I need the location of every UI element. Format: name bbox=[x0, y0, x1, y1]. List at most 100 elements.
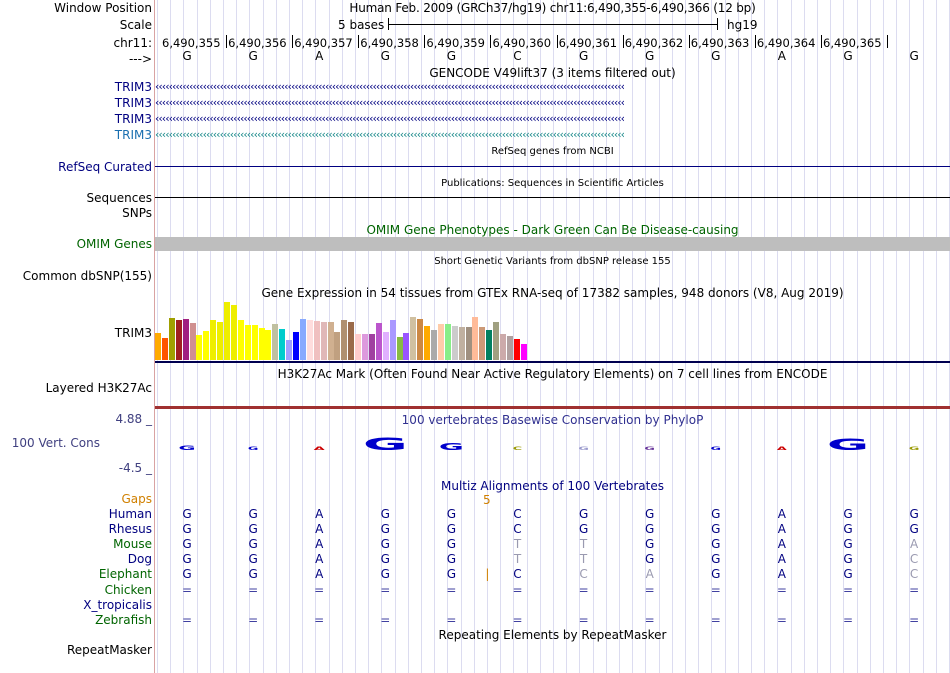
gtex-tissue-bar[interactable] bbox=[479, 327, 486, 360]
gtex-tissue-bar[interactable] bbox=[272, 324, 279, 360]
gtex-label[interactable]: TRIM3 bbox=[114, 326, 152, 340]
gtex-tissue-bar[interactable] bbox=[424, 326, 431, 360]
gtex-tissue-bar[interactable] bbox=[520, 344, 527, 360]
ruler-position: 6,490,355 bbox=[162, 36, 221, 50]
repeatmasker-label[interactable]: RepeatMasker bbox=[66, 643, 152, 657]
gtex-tissue-bar[interactable] bbox=[217, 322, 224, 360]
gencode-transcript-label[interactable]: TRIM3 bbox=[114, 96, 152, 110]
gtex-tissue-bar[interactable] bbox=[493, 322, 500, 360]
gtex-tissue-bar[interactable] bbox=[286, 340, 293, 360]
gencode-transcript-1[interactable]: ‹‹‹‹‹‹‹‹‹‹‹‹‹‹‹‹‹‹‹‹‹‹‹‹‹‹‹‹‹‹‹‹‹‹‹‹‹‹‹‹… bbox=[155, 80, 625, 93]
gtex-tissue-bar[interactable] bbox=[203, 331, 210, 360]
gtex-tissue-bar[interactable] bbox=[341, 320, 348, 360]
gtex-tissue-bar[interactable] bbox=[362, 334, 369, 360]
gtex-tissue-bar[interactable] bbox=[306, 320, 313, 360]
species-label-human[interactable]: Human bbox=[108, 507, 152, 521]
alignment-base: G bbox=[711, 552, 721, 567]
species-label-x_tropicalis[interactable]: X_tropicalis bbox=[83, 597, 152, 612]
publications-label[interactable]: Sequences bbox=[86, 191, 152, 205]
track-labels: Window Position Scale chr11: ---> TRIM3 … bbox=[0, 0, 154, 673]
gtex-tissue-bar[interactable] bbox=[251, 325, 258, 360]
gtex-tissue-bar[interactable] bbox=[299, 319, 306, 360]
snps-label[interactable]: SNPs bbox=[122, 206, 152, 220]
species-label-dog[interactable]: Dog bbox=[127, 552, 152, 567]
alignment-base: G bbox=[380, 537, 390, 552]
gencode-transcript-label[interactable]: TRIM3 bbox=[114, 112, 152, 126]
species-label-zebrafish[interactable]: Zebrafish bbox=[95, 612, 152, 627]
species-label-chicken[interactable]: Chicken bbox=[104, 582, 152, 597]
alignment-base: A bbox=[909, 537, 919, 552]
gtex-tissue-bar[interactable] bbox=[437, 324, 444, 360]
species-label-rhesus[interactable]: Rhesus bbox=[108, 522, 152, 537]
species-label-mouse[interactable]: Mouse bbox=[113, 537, 152, 552]
cons-base-glyph: G bbox=[909, 447, 920, 452]
gtex-tissue-bar[interactable] bbox=[375, 323, 382, 360]
gtex-tissue-bar[interactable] bbox=[382, 332, 389, 360]
alignment-base: A bbox=[777, 537, 786, 552]
gtex-tissue-bar[interactable] bbox=[396, 337, 403, 360]
gtex-tissue-bar[interactable] bbox=[196, 335, 203, 360]
gtex-tissue-bar[interactable] bbox=[506, 336, 513, 360]
dbsnp-label[interactable]: Common dbSNP(155) bbox=[22, 269, 152, 283]
gtex-tissue-bar[interactable] bbox=[279, 329, 286, 360]
gtex-tissue-bar[interactable] bbox=[175, 320, 182, 360]
gtex-tissue-bar[interactable] bbox=[355, 334, 362, 360]
alignment-base: G bbox=[182, 507, 192, 521]
gtex-tissue-bar[interactable] bbox=[182, 319, 189, 360]
cons-label[interactable]: 100 Vert. Cons bbox=[11, 436, 100, 450]
gtex-tissue-bar[interactable] bbox=[265, 330, 272, 360]
h3k27ac-label[interactable]: Layered H3K27Ac bbox=[45, 381, 152, 395]
gencode-transcript-2[interactable]: ‹‹‹‹‹‹‹‹‹‹‹‹‹‹‹‹‹‹‹‹‹‹‹‹‹‹‹‹‹‹‹‹‹‹‹‹‹‹‹‹… bbox=[155, 96, 625, 109]
gtex-tissue-bar[interactable] bbox=[451, 326, 458, 360]
gtex-tissue-bar[interactable] bbox=[410, 317, 417, 360]
track-area[interactable]: Human Feb. 2009 (GRCh37/hg19) chr11:6,49… bbox=[155, 0, 950, 673]
reference-base: G bbox=[248, 49, 258, 63]
gencode-transcript-label[interactable]: TRIM3 bbox=[114, 128, 152, 142]
gtex-tissue-bar[interactable] bbox=[403, 333, 410, 360]
gtex-bar-chart[interactable] bbox=[155, 300, 535, 360]
alignment-base: C bbox=[909, 567, 919, 582]
refseq-gene-line[interactable] bbox=[155, 166, 950, 167]
gtex-tissue-bar[interactable] bbox=[189, 323, 196, 360]
gtex-tissue-bar[interactable] bbox=[465, 327, 472, 360]
gtex-tissue-bar[interactable] bbox=[293, 332, 300, 360]
gtex-tissue-bar[interactable] bbox=[320, 322, 327, 360]
gencode-transcript-4[interactable]: ‹‹‹‹‹‹‹‹‹‹‹‹‹‹‹‹‹‹‹‹‹‹‹‹‹‹‹‹‹‹‹‹‹‹‹‹‹‹‹‹… bbox=[155, 128, 625, 141]
omim-gene-bar[interactable] bbox=[155, 237, 950, 251]
gtex-tissue-bar[interactable] bbox=[327, 322, 334, 360]
gtex-tissue-bar[interactable] bbox=[486, 330, 493, 360]
ruler-tick bbox=[490, 35, 492, 48]
gtex-tissue-bar[interactable] bbox=[368, 334, 375, 360]
gencode-title: GENCODE V49lift37 (3 items filtered out) bbox=[429, 66, 676, 80]
gtex-tissue-bar[interactable] bbox=[417, 319, 424, 360]
gtex-tissue-bar[interactable] bbox=[500, 334, 507, 360]
gtex-tissue-bar[interactable] bbox=[458, 327, 465, 360]
gtex-tissue-bar[interactable] bbox=[237, 320, 244, 360]
refseq-label[interactable]: RefSeq Curated bbox=[58, 160, 152, 174]
gtex-tissue-bar[interactable] bbox=[389, 320, 396, 360]
gtex-tissue-bar[interactable] bbox=[313, 321, 320, 360]
gtex-tissue-bar[interactable] bbox=[224, 302, 231, 360]
publications-line[interactable] bbox=[155, 197, 950, 198]
gtex-tissue-bar[interactable] bbox=[168, 318, 175, 360]
gtex-tissue-bar[interactable] bbox=[210, 320, 217, 360]
gtex-tissue-bar[interactable] bbox=[444, 324, 451, 360]
gtex-tissue-bar[interactable] bbox=[472, 317, 479, 360]
gtex-tissue-bar[interactable] bbox=[258, 328, 265, 360]
grid-line bbox=[671, 0, 673, 673]
gtex-tissue-bar[interactable] bbox=[161, 338, 168, 360]
gtex-tissue-bar[interactable] bbox=[334, 332, 341, 360]
gtex-tissue-bar[interactable] bbox=[244, 325, 251, 360]
alignment-base: = bbox=[578, 612, 589, 627]
gencode-transcript-label[interactable]: TRIM3 bbox=[114, 80, 152, 94]
gtex-tissue-bar[interactable] bbox=[155, 333, 162, 360]
gtex-tissue-bar[interactable] bbox=[513, 339, 520, 360]
h3k27ac-signal[interactable] bbox=[155, 406, 950, 409]
gtex-tissue-bar[interactable] bbox=[431, 330, 438, 360]
gtex-tissue-bar[interactable] bbox=[348, 322, 355, 360]
species-label-elephant[interactable]: Elephant bbox=[98, 567, 152, 582]
omim-label[interactable]: OMIM Genes bbox=[76, 237, 152, 251]
gencode-transcript-3[interactable]: ‹‹‹‹‹‹‹‹‹‹‹‹‹‹‹‹‹‹‹‹‹‹‹‹‹‹‹‹‹‹‹‹‹‹‹‹‹‹‹‹… bbox=[155, 112, 625, 125]
gtex-tissue-bar[interactable] bbox=[230, 305, 237, 360]
